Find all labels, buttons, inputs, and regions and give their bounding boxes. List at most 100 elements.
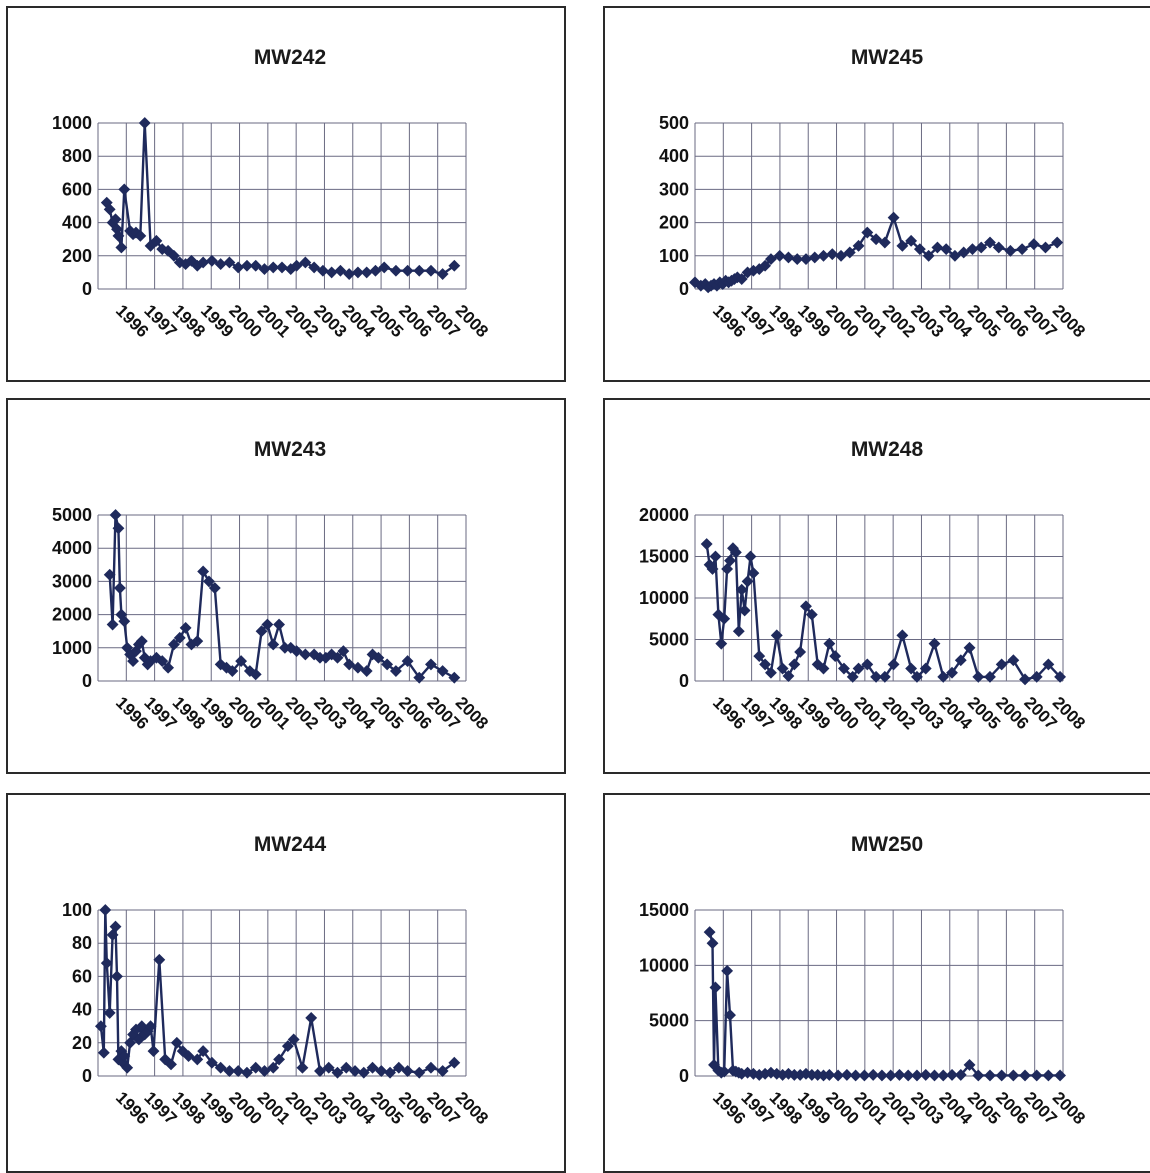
data-point — [153, 953, 166, 966]
data-point — [753, 650, 766, 663]
data-point — [425, 1061, 437, 1074]
y-tick-label: 400 — [659, 146, 689, 166]
data-point — [984, 1069, 996, 1082]
data-point — [1016, 243, 1029, 256]
y-tick-label: 10000 — [639, 588, 689, 608]
data-point — [911, 670, 923, 683]
data-point — [109, 920, 122, 933]
data-point — [314, 1065, 326, 1077]
y-tick-label: 0 — [82, 1066, 92, 1086]
data-point — [281, 1040, 294, 1053]
data-point — [261, 618, 274, 631]
data-point — [369, 264, 382, 277]
data-point — [241, 1066, 253, 1079]
data-point — [258, 1065, 271, 1077]
data-point — [337, 645, 350, 658]
data-point — [235, 655, 248, 668]
data-point — [147, 1045, 160, 1058]
y-tick-label: 5000 — [52, 505, 92, 525]
data-point — [782, 251, 795, 264]
data-point — [840, 1068, 853, 1081]
data-point — [992, 241, 1005, 254]
data-point — [299, 256, 312, 269]
y-tick-label: 1000 — [52, 113, 92, 133]
y-tick-label: 5000 — [649, 630, 689, 650]
x-tick-label: 1996 — [709, 1088, 749, 1128]
data-point — [214, 1061, 227, 1074]
data-point — [267, 261, 280, 274]
data-point — [928, 637, 941, 650]
chart-svg: MW24805000100001500020000199619971998199… — [639, 438, 1089, 734]
data-point — [843, 246, 856, 259]
data-point — [150, 234, 163, 247]
y-tick-label: 1000 — [52, 638, 92, 658]
data-point — [1054, 1069, 1067, 1082]
data-point — [946, 666, 958, 679]
data-point — [706, 937, 719, 950]
data-point — [896, 629, 909, 642]
y-tick-label: 0 — [82, 279, 92, 299]
data-point — [331, 1066, 344, 1079]
data-point — [205, 1056, 218, 1069]
data-point — [995, 658, 1008, 671]
data-point — [715, 637, 728, 650]
data-point — [1019, 1069, 1031, 1082]
data-point — [1030, 670, 1043, 683]
data-point — [852, 239, 865, 252]
data-point — [776, 662, 789, 675]
data-point — [724, 1009, 736, 1022]
data-point — [1042, 1069, 1055, 1082]
data-point — [111, 970, 123, 983]
y-tick-label: 400 — [62, 213, 92, 233]
data-point — [875, 1069, 888, 1082]
data-point — [223, 256, 236, 269]
chart-svg: MW24501002003004005001996199719981999200… — [659, 46, 1089, 342]
data-point — [949, 249, 961, 262]
data-point — [995, 1069, 1008, 1082]
data-point — [287, 1033, 300, 1046]
data-point — [782, 670, 795, 682]
data-point — [296, 1061, 309, 1074]
y-tick-label: 0 — [679, 279, 689, 299]
data-point — [849, 1069, 862, 1082]
data-point — [401, 655, 414, 668]
data-point — [389, 264, 402, 277]
data-point — [97, 1046, 110, 1059]
data-point — [121, 1061, 134, 1074]
data-point — [127, 655, 139, 668]
y-tick-label: 200 — [62, 246, 92, 266]
chart-panel-mw250: MW250 0 5000 10000 15000 1996 1997 1998 1999 2000… — [603, 793, 1150, 1173]
chart-title: MW243 — [254, 438, 326, 461]
data-point — [413, 1066, 426, 1079]
data-point — [226, 665, 239, 677]
data-point — [826, 248, 839, 261]
data-point — [276, 261, 288, 274]
data-point — [138, 117, 151, 129]
data-point — [922, 249, 935, 262]
data-point — [835, 249, 847, 262]
y-tick-label: 100 — [62, 900, 92, 920]
data-point — [401, 264, 414, 277]
data-point — [940, 243, 953, 256]
data-point — [1039, 241, 1052, 254]
y-tick-label: 300 — [659, 179, 689, 199]
data-point — [887, 658, 900, 671]
data-point — [759, 259, 772, 272]
y-tick-label: 60 — [72, 966, 92, 986]
chart-title: MW244 — [254, 833, 327, 856]
data-point — [957, 246, 970, 259]
data-point — [322, 1061, 335, 1074]
data-point — [794, 646, 807, 658]
data-point — [724, 554, 736, 567]
data-point — [706, 563, 719, 575]
data-point — [913, 243, 926, 256]
series-line — [708, 931, 1061, 1077]
y-tick-label: 3000 — [52, 571, 92, 591]
data-point — [963, 641, 976, 654]
data-point — [118, 183, 131, 196]
data-point — [208, 582, 221, 594]
data-point — [384, 1066, 396, 1079]
x-tick-label: 1996 — [112, 1088, 152, 1128]
data-point — [103, 203, 116, 216]
y-tick-label: 15000 — [639, 900, 689, 920]
